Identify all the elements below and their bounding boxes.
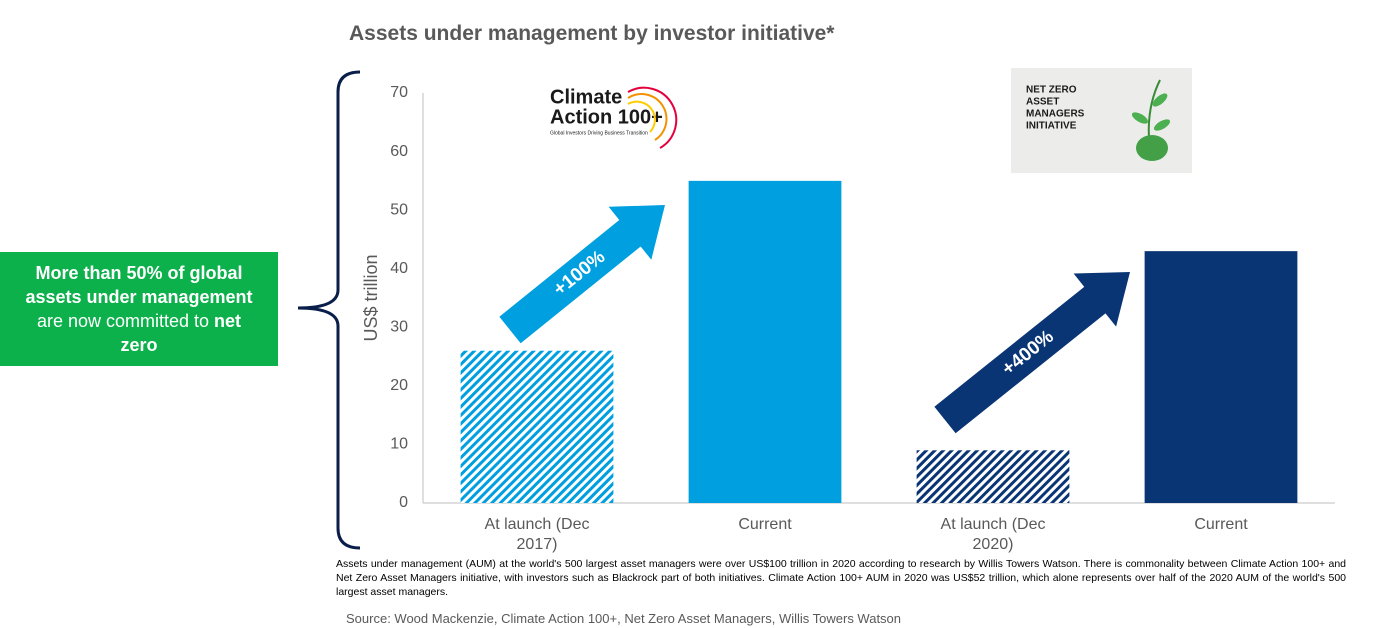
logo-text: ASSET [1026,97,1059,108]
y-tick-label: 60 [390,143,408,160]
y-tick-label: 0 [399,494,408,511]
footnote: Assets under management (AUM) at the wor… [336,558,1346,598]
callout-text: are now committed to [36,311,210,331]
arrow-shape [934,271,1131,434]
logo-text: Action 100+ [550,106,663,128]
y-tick-label: 50 [390,201,408,218]
bar [688,180,842,503]
arrow: +400% [934,271,1131,434]
logo-text: MANAGERS [1026,109,1085,120]
chart-title: Assets under management by investor init… [349,22,835,45]
bar [1144,251,1298,503]
y-tick-label: 20 [390,377,408,394]
source: Source: Wood Mackenzie, Climate Action 1… [346,611,902,626]
y-axis-label: US$ trillion [361,254,381,341]
y-tick-label: 40 [390,260,408,277]
bar [460,350,614,503]
bar [916,450,1070,503]
nzam-logo [1011,68,1192,173]
logo-text: NET ZERO [1026,85,1077,96]
callout: More than 50% of global assets under man… [0,252,278,366]
y-tick-label: 30 [390,319,408,336]
logo-text: Climate [550,86,622,108]
logo-tagline: Global Investors Driving Business Transi… [550,130,648,136]
x-tick-label: At launch (Dec 2017) [484,516,590,553]
logo-text: INITIATIVE [1026,121,1077,132]
x-tick-label: Current [738,516,792,533]
brace [297,70,361,550]
x-tick-label: At launch (Dec 2020) [940,516,1046,553]
climate-action-logo: Climate Action 100+ Global Investors Dri… [550,86,678,149]
y-tick-label: 70 [390,84,408,101]
arrow-shape [499,205,666,344]
callout-text: net zero [120,311,242,355]
x-tick-label: Current [1194,516,1248,533]
arrow: +100% [499,205,666,344]
y-tick-label: 10 [390,436,408,453]
callout-text: More than 50% of global assets under man… [25,263,253,307]
